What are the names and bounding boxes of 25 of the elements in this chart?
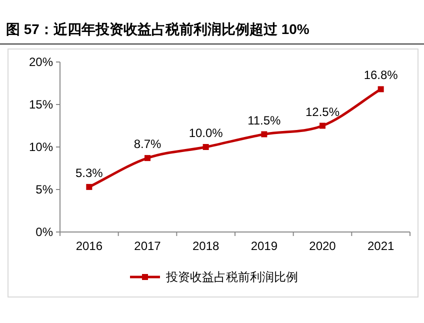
data-label: 10.0% — [188, 126, 224, 140]
y-tick-label: 15% — [28, 98, 54, 112]
y-tick-label: 20% — [28, 55, 54, 69]
y-tick-label: 0% — [36, 225, 54, 239]
x-tick-label: 2020 — [309, 239, 336, 253]
y-tick-label: 5% — [36, 182, 54, 196]
y-tick-label: 10% — [28, 140, 54, 154]
point — [86, 184, 92, 190]
point — [320, 122, 326, 129]
point — [144, 155, 150, 162]
data-label: 12.5% — [305, 104, 340, 119]
x-tick-label: 2018 — [192, 239, 220, 253]
legend-label: 投资收益占税前利润比例 — [165, 270, 298, 284]
x-tick-label: 2019 — [250, 239, 278, 253]
point — [261, 131, 268, 138]
data-label: 5.3% — [75, 166, 104, 180]
point — [378, 86, 384, 92]
chart-title: 图 57：近四年投资收益占税前利润比例超过 10% — [6, 21, 310, 37]
data-label: 8.7% — [134, 137, 162, 152]
x-tick-label: 2021 — [367, 239, 395, 253]
data-label: 16.8% — [364, 68, 398, 82]
x-tick-label: 2017 — [134, 239, 162, 253]
point — [202, 144, 209, 150]
data-label: 11.5% — [248, 113, 282, 128]
x-tick-label: 2016 — [76, 239, 103, 253]
